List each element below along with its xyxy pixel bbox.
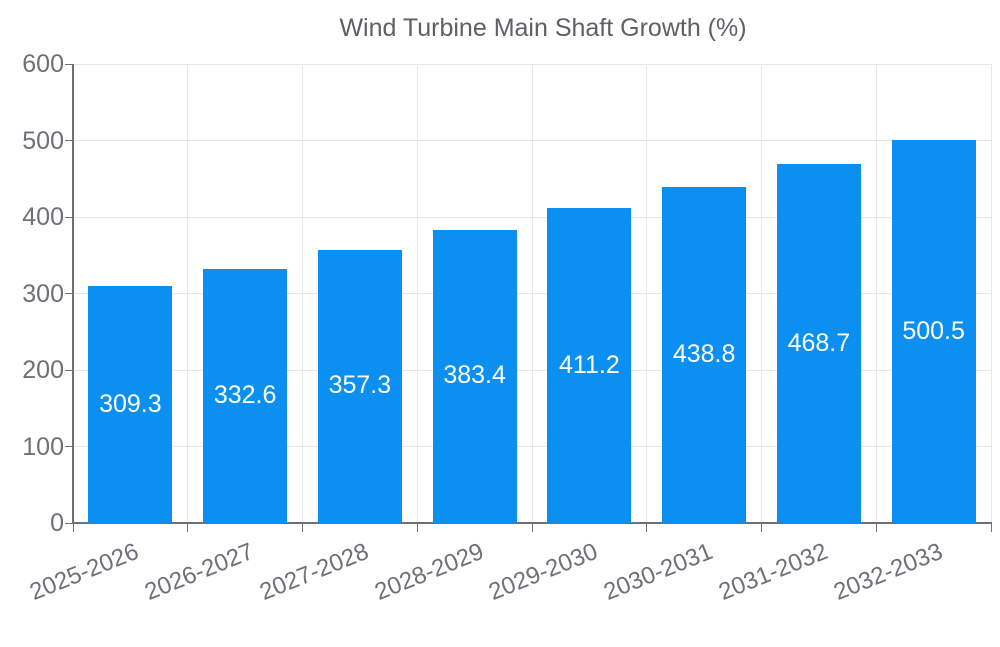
y-axis-tick — [65, 140, 72, 141]
y-axis-label: 500 — [22, 126, 64, 155]
x-axis-tick — [990, 524, 992, 532]
x-axis-tick — [875, 524, 877, 532]
gridline-vertical — [761, 64, 762, 523]
bar-value-label: 411.2 — [559, 350, 620, 379]
bar-value-label: 309.3 — [99, 389, 162, 418]
y-axis-label: 200 — [22, 356, 64, 384]
legend-item-main-shaft-growth[interactable]: Wind Turbine Main Shaft Growth (%) — [253, 14, 746, 43]
legend: Wind Turbine Main Shaft Growth (%) — [0, 14, 1000, 43]
x-axis-tick — [302, 524, 303, 532]
y-axis-label: 300 — [22, 279, 64, 308]
bar: 332.6 — [203, 268, 288, 523]
gridline-vertical — [990, 64, 992, 523]
bar-value-label: 332.6 — [213, 380, 277, 409]
y-axis-tick — [65, 216, 72, 218]
y-axis-tick — [65, 369, 72, 371]
y-axis-label: 100 — [22, 432, 64, 461]
x-axis-tick — [72, 524, 74, 532]
bar: 357.3 — [317, 249, 402, 523]
bar-value-label: 357.3 — [328, 371, 392, 400]
x-axis-tick — [531, 524, 533, 532]
bar: 500.5 — [891, 140, 976, 523]
bar: 468.7 — [776, 164, 861, 523]
y-axis-label: 600 — [22, 50, 64, 78]
bar-chart: Wind Turbine Main Shaft Growth (%) 0 100 2… — [0, 14, 1000, 606]
gridline-vertical — [187, 64, 189, 523]
y-axis-tick — [65, 63, 72, 65]
bar-value-label: 383.4 — [443, 361, 506, 390]
y-axis-label: 400 — [22, 203, 64, 231]
gridline-vertical — [531, 64, 533, 523]
x-axis-tick — [416, 524, 418, 532]
plot-area: 0 100 200 300 400 500 600 309.3 332.6 357.3 383.4 4… — [22, 50, 992, 606]
bar: 438.8 — [662, 187, 747, 523]
y-axis-tick — [65, 293, 72, 294]
gridline-vertical — [416, 64, 418, 523]
bar-value-label: 468.7 — [787, 328, 851, 357]
gridline-vertical — [302, 64, 303, 523]
bar: 411.2 — [547, 208, 632, 523]
x-axis-tick — [187, 524, 189, 532]
bar-value-label: 438.8 — [672, 340, 736, 369]
bar-value-label: 500.5 — [902, 316, 965, 345]
y-axis-tick — [65, 446, 72, 447]
gridline-vertical — [646, 64, 648, 523]
bar: 383.4 — [432, 229, 517, 523]
bar: 309.3 — [88, 286, 173, 523]
legend-label: Wind Turbine Main Shaft Growth (%) — [339, 14, 747, 42]
legend-swatch — [253, 16, 325, 41]
y-axis-line — [72, 64, 74, 523]
y-axis-label: 0 — [50, 509, 64, 537]
x-axis-tick — [646, 524, 648, 532]
y-axis-tick — [65, 522, 72, 524]
x-axis-line — [72, 522, 992, 524]
x-axis-tick — [761, 524, 762, 532]
gridline-vertical — [875, 64, 877, 523]
